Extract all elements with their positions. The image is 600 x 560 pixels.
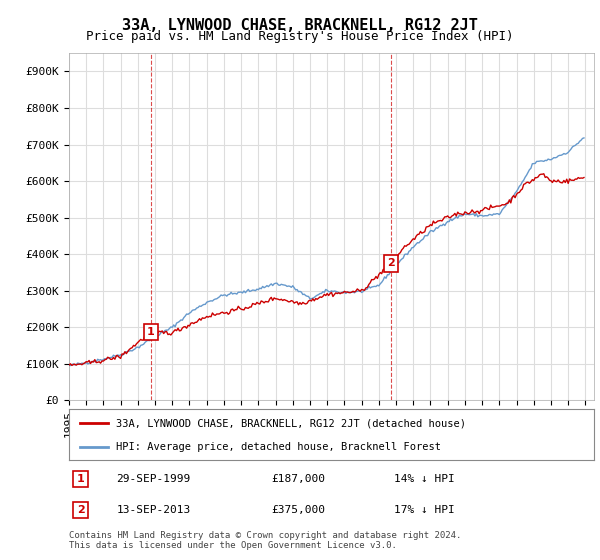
Text: Contains HM Land Registry data © Crown copyright and database right 2024.
This d: Contains HM Land Registry data © Crown c…: [69, 531, 461, 550]
Text: 2: 2: [387, 258, 395, 268]
Text: 14% ↓ HPI: 14% ↓ HPI: [395, 474, 455, 484]
Text: £187,000: £187,000: [271, 474, 325, 484]
Text: 29-SEP-1999: 29-SEP-1999: [116, 474, 191, 484]
Text: 33A, LYNWOOD CHASE, BRACKNELL, RG12 2JT: 33A, LYNWOOD CHASE, BRACKNELL, RG12 2JT: [122, 18, 478, 33]
Text: HPI: Average price, detached house, Bracknell Forest: HPI: Average price, detached house, Brac…: [116, 442, 441, 452]
Text: 1: 1: [77, 474, 85, 484]
Text: 1: 1: [147, 327, 155, 337]
Text: £375,000: £375,000: [271, 505, 325, 515]
Text: Price paid vs. HM Land Registry's House Price Index (HPI): Price paid vs. HM Land Registry's House …: [86, 30, 514, 43]
Text: 17% ↓ HPI: 17% ↓ HPI: [395, 505, 455, 515]
Text: 33A, LYNWOOD CHASE, BRACKNELL, RG12 2JT (detached house): 33A, LYNWOOD CHASE, BRACKNELL, RG12 2JT …: [116, 418, 466, 428]
Text: 13-SEP-2013: 13-SEP-2013: [116, 505, 191, 515]
Text: 2: 2: [77, 505, 85, 515]
